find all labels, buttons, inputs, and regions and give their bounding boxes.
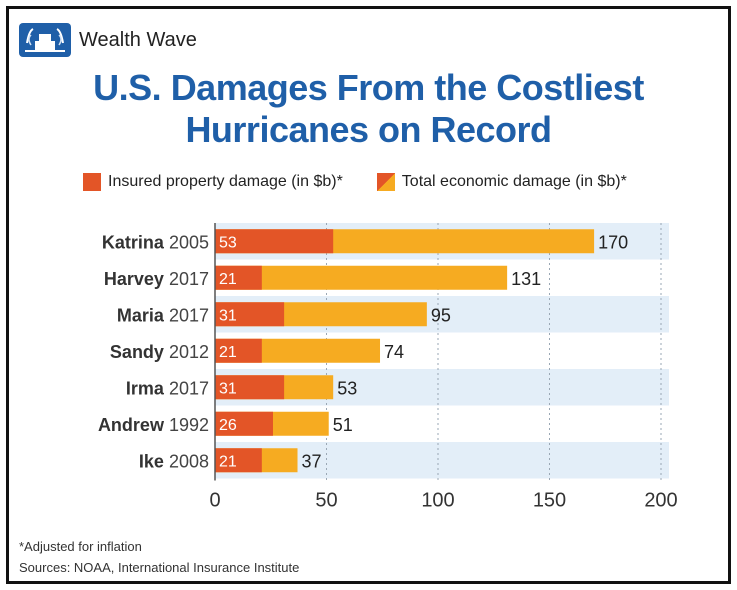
bar-insured xyxy=(215,265,262,290)
x-tick-label: 150 xyxy=(533,490,566,512)
chart-title-line-1: U.S. Damages From the Costliest xyxy=(93,67,644,108)
legend-item-total: Total economic damage (in $b)* xyxy=(376,173,627,191)
chart-frame: Wealth Wave U.S. Damages From the Costli… xyxy=(6,6,731,584)
data-label-insured: 31 xyxy=(219,380,237,397)
category-year: 2012 xyxy=(169,342,209,362)
category-year: 2005 xyxy=(169,232,209,252)
x-tick-label: 200 xyxy=(644,490,677,512)
category-year: 2017 xyxy=(169,269,209,289)
bar-total xyxy=(215,265,508,290)
data-label-total: 95 xyxy=(431,305,451,325)
category-year: 1992 xyxy=(169,415,209,435)
bar-chart: 53 170 Katrina 2005 21 131 Harvey 2017 31 95 Mar… xyxy=(98,223,678,512)
category-year: 2017 xyxy=(169,305,209,325)
category-name: Katrina xyxy=(102,232,169,252)
category-label: Maria 2017 xyxy=(117,305,209,325)
category-name: Ike xyxy=(139,451,169,471)
x-tick-label: 50 xyxy=(315,490,337,512)
category-label: Irma 2017 xyxy=(126,378,209,398)
category-name: Andrew xyxy=(98,415,169,435)
bar-insured xyxy=(215,338,262,363)
bar-insured xyxy=(215,448,262,473)
x-tick-label: 0 xyxy=(209,490,220,512)
category-label: Harvey 2017 xyxy=(104,269,209,289)
footnote-sources: Sources: NOAA, International Insurance I… xyxy=(19,560,300,575)
data-label-total: 51 xyxy=(333,415,353,435)
footnote-inflation: *Adjusted for inflation xyxy=(19,539,142,554)
legend-swatch-insured xyxy=(83,173,101,191)
category-year: 2008 xyxy=(169,451,209,471)
bar-insured xyxy=(215,411,273,436)
data-label-total: 74 xyxy=(384,342,404,362)
category-label: Katrina 2005 xyxy=(102,232,209,252)
legend: Insured property damage (in $b)* Total e… xyxy=(83,173,661,191)
category-label: Andrew 1992 xyxy=(98,415,209,435)
data-label-total: 170 xyxy=(598,232,628,252)
legend-item-insured: Insured property damage (in $b)* xyxy=(83,173,343,191)
category-year: 2017 xyxy=(169,378,209,398)
category-name: Sandy xyxy=(110,342,169,362)
bar-insured xyxy=(215,229,334,254)
bar-insured xyxy=(215,375,285,400)
category-name: Maria xyxy=(117,305,169,325)
data-label-total: 53 xyxy=(337,378,357,398)
data-label-insured: 26 xyxy=(219,417,237,434)
category-name: Irma xyxy=(126,378,169,398)
data-label-insured: 21 xyxy=(219,453,237,470)
data-label-insured: 31 xyxy=(219,307,237,324)
data-label-total: 131 xyxy=(511,269,541,289)
x-tick-label: 100 xyxy=(421,490,454,512)
wealth-wave-logo-icon xyxy=(19,23,71,57)
legend-label-insured: Insured property damage (in $b)* xyxy=(108,173,343,190)
category-label: Ike 2008 xyxy=(139,451,209,471)
bar-insured xyxy=(215,302,285,327)
data-label-total: 37 xyxy=(302,451,322,471)
brand-name: Wealth Wave xyxy=(79,28,197,51)
brand: Wealth Wave xyxy=(19,23,197,57)
chart-title-line-2: Hurricanes on Record xyxy=(185,109,552,150)
legend-label-total: Total economic damage (in $b)* xyxy=(401,173,627,190)
data-label-insured: 21 xyxy=(219,271,237,288)
data-label-insured: 53 xyxy=(219,234,237,251)
data-label-insured: 21 xyxy=(219,344,237,361)
chart-title: U.S. Damages From the Costliest Hurrican… xyxy=(9,67,728,151)
legend-swatch-total xyxy=(376,173,395,191)
category-name: Harvey xyxy=(104,269,169,289)
category-label: Sandy 2012 xyxy=(110,342,209,362)
